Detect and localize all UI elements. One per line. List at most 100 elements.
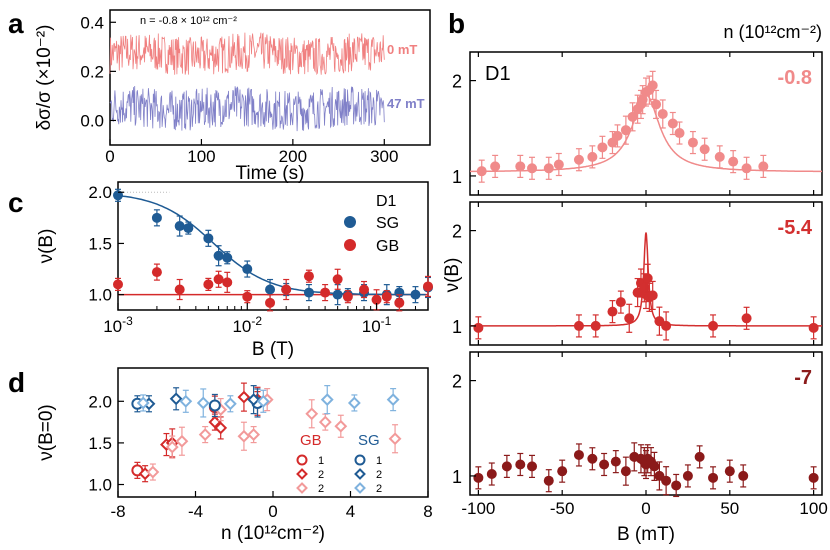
annotation: n = -0.8 × 10¹² cm⁻² [140,15,237,27]
subplot-label: -5.4 [778,217,813,239]
data-point [597,142,608,153]
data-point [667,118,678,129]
data-point [473,472,484,483]
x-tick-label: 4 [346,502,355,521]
x-tick-label: 50 [720,499,739,518]
legend-marker-sg [344,216,356,228]
data-point [320,393,334,407]
sample-label: D1 [485,63,511,85]
data-point [527,163,538,174]
data-point [615,297,626,308]
data-point-sg [151,212,162,223]
x-tick-label: 10-3 [103,314,133,336]
legend-row-label: 2 [318,483,324,495]
legend-marker-gb [296,454,308,466]
y-tick-label: 1 [452,467,462,487]
data-point-gb [320,287,331,298]
data-point [590,320,601,331]
data-point [543,475,554,486]
data-point [543,163,554,174]
data-point [620,125,631,136]
data-point [501,461,512,472]
data-point [208,399,221,412]
data-point-gb [423,281,433,292]
panel-letter-b: b [448,8,465,39]
data-point [642,273,653,284]
data-point [687,137,698,148]
series-trace-47mT [109,85,385,132]
axes-c [117,181,429,311]
y-tick-label: 1 [452,317,462,337]
data-point [808,322,819,333]
legend-marker-gb [344,239,356,251]
subplot-label: -0.8 [778,67,812,89]
fit-curve [470,232,822,327]
data-point [741,313,752,324]
data-point [738,470,749,481]
data-point [728,156,739,167]
data-point [237,429,251,443]
data-point [515,459,526,470]
legend-row-label: 1 [376,455,382,467]
data-point [486,469,497,480]
data-point [214,421,228,435]
data-point [473,322,484,333]
data-point [386,393,400,407]
y-tick-label: 0.0 [80,111,104,130]
legend-title-sg: SG [358,432,380,449]
legend-marker-sg [354,468,366,480]
data-point-gb [342,291,353,302]
x-tick-label: 10-2 [232,314,262,336]
x-tick-label: 0 [105,147,114,166]
legend-label-sg: SG [376,215,399,232]
data-point [334,419,348,433]
data-point-gb [359,284,370,295]
data-point [169,392,183,406]
data-point [627,111,638,122]
x-axis-label: B (T) [252,339,294,360]
x-tick-label: -4 [188,502,203,521]
y-tick-label: 1.5 [88,434,112,453]
y-tick-label: 2 [452,72,462,92]
data-point [347,396,361,410]
data-point [388,432,402,446]
data-point [708,320,719,331]
legend-row-label: 1 [318,455,324,467]
data-point [587,453,598,464]
data-point [724,466,735,477]
x-tick-label: 8 [423,502,432,521]
data-point [553,159,564,170]
data-point-sg [222,252,233,263]
y-axis-label: ν(B=0) [36,404,57,461]
data-point [573,320,584,331]
legend-marker-sg [354,482,366,494]
data-point-gb [151,267,162,278]
data-point-sg [410,289,421,300]
y-tick-label: 1.5 [88,234,112,253]
data-point-gb [265,297,276,308]
x-tick-label: 10-1 [362,314,392,336]
x-tick-label: -100 [461,499,495,518]
data-point-gb [332,274,343,285]
data-point [237,390,251,404]
data-point [741,163,752,174]
x-axis-label: Time (s) [236,163,305,184]
data-point-sg [265,284,276,295]
data-point-sg [203,233,214,244]
data-point-gb [213,274,224,285]
data-point [175,434,189,448]
data-point-gb [381,291,392,302]
data-point [708,472,719,483]
data-point-gb [222,277,233,288]
data-point-gb [113,279,123,290]
data-point [247,393,261,407]
legend-marker-sg [354,454,366,466]
data-point [179,394,193,408]
data-point-gb [203,279,214,290]
data-point-sg [332,289,343,300]
legend-row-label: 2 [376,469,382,481]
data-point-gb [174,284,185,295]
data-point [247,428,261,441]
subplot-label: -7 [794,367,812,389]
data-point [610,456,621,467]
